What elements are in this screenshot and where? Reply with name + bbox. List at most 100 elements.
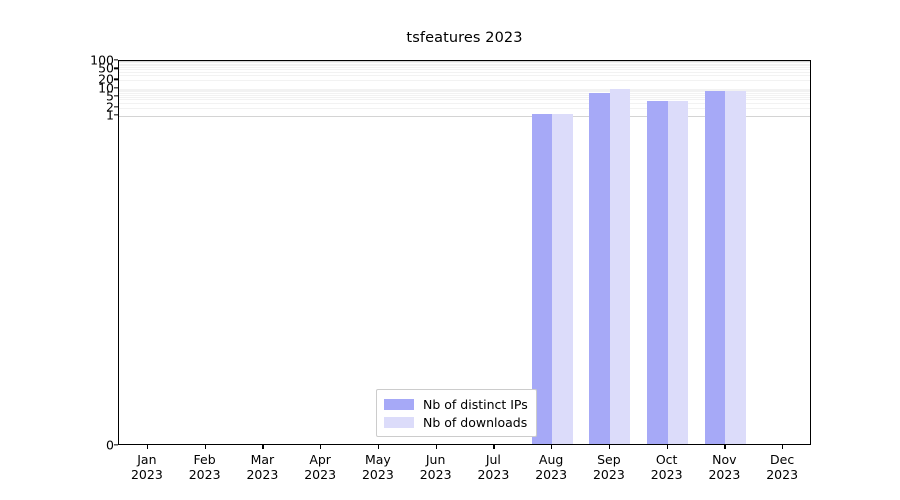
x-tick-label-year: 2023 [130, 467, 163, 482]
x-tick-label-year: 2023 [650, 467, 683, 482]
x-tick-label: Apr 2023 [304, 452, 336, 482]
y-tick-mark [114, 444, 118, 446]
gridline [119, 63, 810, 65]
x-tick-label: Jan 2023 [131, 452, 163, 482]
x-tick-mark [320, 445, 322, 449]
x-tick-mark [377, 445, 380, 449]
legend-swatch-distinct-ips [384, 398, 414, 410]
gridline [119, 75, 810, 77]
y-tick-mark [114, 78, 118, 80]
y-tick-mark [114, 114, 118, 116]
x-tick-label-year: 2023 [361, 467, 394, 482]
x-tick-label: May 2023 [362, 452, 394, 482]
x-tick-label-year: 2023 [535, 467, 568, 482]
y-axis-ticks [114, 59, 118, 446]
gridline [119, 80, 810, 82]
legend-label-distinct-ips: Nb of distinct IPs [423, 396, 528, 412]
x-tick-label: Aug 2023 [535, 452, 567, 482]
bar [647, 100, 668, 444]
x-tick-label-year: 2023 [188, 467, 221, 482]
y-tick-mark [114, 86, 118, 89]
chart-title: tsfeatures 2023 [406, 30, 523, 46]
gridline [119, 62, 810, 64]
x-tick-label-month: Jan [137, 452, 157, 467]
y-tick-label: 5 [106, 88, 114, 104]
x-tick-label: Dec 2023 [766, 452, 798, 482]
x-tick-label-month: Mar [250, 452, 275, 467]
x-tick-label-year: 2023 [477, 467, 510, 482]
x-tick-label-month: Jun [425, 452, 446, 467]
bars-layer [119, 61, 810, 444]
x-tick-label-month: Aug [538, 452, 564, 467]
gridline [119, 89, 810, 91]
gridline [119, 65, 810, 67]
gridline [119, 107, 810, 109]
gridline [119, 92, 810, 94]
x-tick-label-year: 2023 [766, 467, 799, 482]
gridline [119, 116, 810, 117]
bar [609, 89, 631, 444]
gridline [119, 71, 810, 73]
gridline [119, 94, 810, 96]
x-tick-label: Jun 2023 [420, 452, 452, 482]
x-tick-label-month: Jul [485, 452, 501, 467]
bar [704, 90, 726, 444]
x-tick-label-year: 2023 [246, 467, 279, 482]
x-tick-label-month: Dec [770, 452, 795, 467]
x-tick-label-year: 2023 [304, 467, 337, 482]
x-tick-label: Nov 2023 [708, 452, 740, 482]
x-axis-labels: Jan 2023 Feb 2023 Mar 2023 Apr 2023 May 2023 Jun 20… [118, 445, 811, 495]
gridline [119, 88, 810, 90]
legend-label-downloads: Nb of downloads [423, 414, 528, 430]
x-tick-mark [666, 445, 668, 449]
legend-swatch-downloads [384, 416, 414, 428]
x-tick-mark [782, 445, 784, 449]
x-tick-label-year: 2023 [419, 467, 452, 482]
x-tick-mark [724, 445, 726, 449]
legend-item-distinct-ips: Nb of distinct IPs [384, 395, 528, 413]
x-tick-mark [262, 445, 264, 449]
x-tick-label: Sep 2023 [593, 452, 625, 482]
x-tick-mark [493, 445, 495, 449]
x-tick-mark [146, 445, 149, 449]
y-tick-mark [114, 67, 118, 69]
bar [589, 92, 610, 444]
x-tick-label-month: Nov [712, 452, 737, 467]
x-tick-mark [204, 445, 206, 449]
bar [725, 90, 746, 444]
x-tick-label: Oct 2023 [651, 452, 683, 482]
bar [531, 114, 553, 444]
y-tick-mark [114, 59, 118, 61]
x-tick-label: Feb 2023 [189, 452, 221, 482]
gridline [119, 91, 810, 93]
y-tick-label: 2 [106, 99, 114, 115]
x-tick-label: Jul 2023 [477, 452, 509, 482]
y-tick-label: 50 [98, 60, 114, 76]
y-tick-label: 1 [106, 107, 114, 123]
x-tick-label-month: Apr [309, 452, 331, 467]
bar [667, 100, 689, 444]
gridline [119, 61, 810, 62]
gridline [119, 67, 810, 69]
gridline [119, 96, 810, 98]
x-tick-mark [551, 445, 553, 449]
y-tick-label: 20 [98, 71, 114, 87]
gridlines [119, 61, 810, 444]
y-tick-mark [114, 95, 118, 97]
x-tick-label-year: 2023 [592, 467, 625, 482]
y-tick-label: 0 [106, 437, 114, 453]
x-tick-label: Mar 2023 [246, 452, 278, 482]
x-tick-label-month: Sep [597, 452, 621, 467]
gridline [119, 99, 810, 101]
y-tick-label: 10 [98, 80, 114, 95]
x-tick-label-month: Oct [655, 452, 678, 467]
x-tick-label-month: May [364, 452, 391, 467]
legend-item-downloads: Nb of downloads [384, 413, 528, 431]
x-tick-mark [435, 445, 437, 449]
chart-legend: Nb of distinct IPs Nb of downloads [376, 389, 537, 437]
x-tick-label-year: 2023 [708, 467, 741, 482]
x-tick-mark [608, 445, 611, 449]
plot-area [118, 60, 811, 445]
bar [552, 114, 573, 444]
